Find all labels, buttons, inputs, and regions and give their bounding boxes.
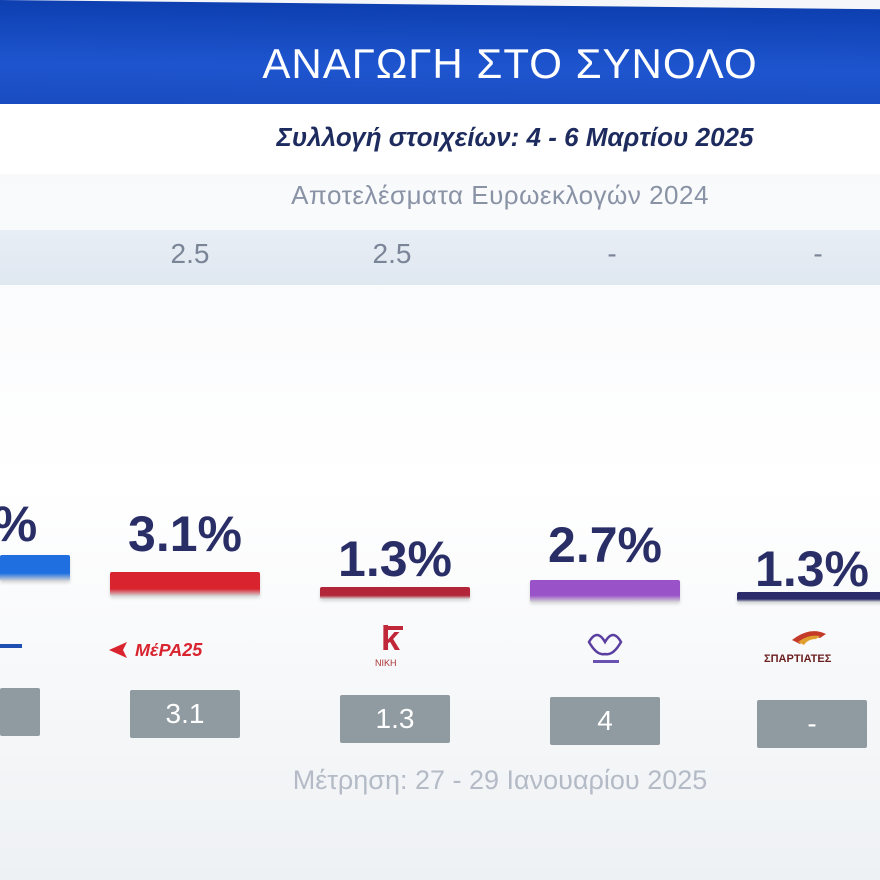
bar-mark <box>737 592 880 602</box>
bar-value-label: 1.3% <box>338 531 452 587</box>
subtitle-band <box>0 104 880 174</box>
svg-text:ΜέΡΑ25: ΜέΡΑ25 <box>135 640 203 660</box>
chart-title: ΑΝΑΓΩΓΗ ΣΤΟ ΣΥΝΟΛΟ <box>262 40 758 87</box>
party-logo-cut <box>0 620 90 670</box>
bar-mark <box>320 587 470 599</box>
footer-label: Μέτρηση: 27 - 29 Ιανουαρίου 2025 <box>292 765 708 795</box>
euro-2024-value: - <box>813 238 823 269</box>
svg-text:k: k <box>381 620 400 658</box>
euro-2024-value: 2.5 <box>170 238 210 269</box>
bar-mark <box>110 572 260 596</box>
previous-measurement-box: 4 <box>550 697 660 745</box>
previous-results-label: Αποτελέσματα Ευρωεκλογών 2024 <box>291 180 709 210</box>
previous-results-band <box>0 230 880 285</box>
party-logo-spartiates: ΣΠΑΡΤΙΑΤΕΣ <box>732 620 880 670</box>
euro-2024-value: 2.5 <box>372 238 412 269</box>
previous-measurement-box: - <box>757 700 867 748</box>
bar-mark <box>0 555 70 581</box>
svg-text:ΣΠΑΡΤΙΑΤΕΣ: ΣΠΑΡΤΙΑΤΕΣ <box>764 653 832 665</box>
svg-text:ΝΙΚΗ: ΝΙΚΗ <box>375 658 397 668</box>
bar-mark <box>530 580 680 602</box>
previous-measurement-box: 3.1 <box>130 690 240 738</box>
bar-value-label: 3.1% <box>128 506 242 562</box>
party-logo-plefsi <box>525 620 685 670</box>
chart-subtitle: Συλλογή στοιχείων: 4 - 6 Μαρτίου 2025 <box>276 122 754 152</box>
bar-value-label: % <box>0 495 105 553</box>
bar-value-label: 1.3% <box>755 541 869 597</box>
previous-measurement-box: 1.3 <box>340 695 450 743</box>
party-logo-mera25: ΜέΡΑ25 <box>105 620 265 670</box>
previous-measurement-box <box>0 688 40 736</box>
party-logo-niki: k ΝΙΚΗ <box>315 620 475 670</box>
bar-value-label: 2.7% <box>548 517 662 573</box>
euro-2024-value: - <box>607 238 617 269</box>
